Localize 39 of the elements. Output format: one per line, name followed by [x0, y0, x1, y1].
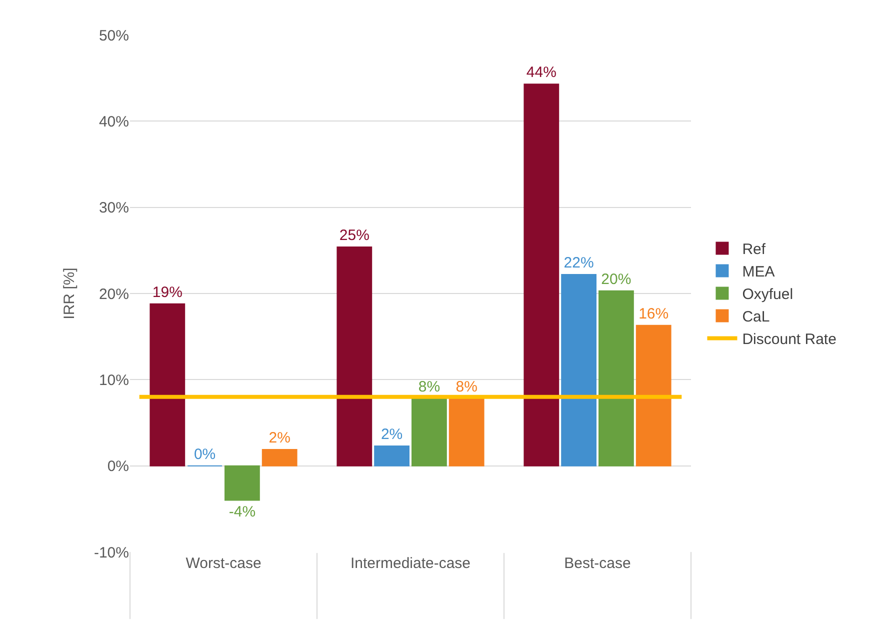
data-label: 0%: [194, 446, 216, 463]
bar: [150, 303, 186, 466]
bar: [448, 398, 484, 466]
data-label: 2%: [268, 429, 290, 446]
legend-label: MEA: [742, 264, 775, 281]
x-tick-label: Worst-case: [186, 555, 262, 572]
bar: [561, 274, 596, 466]
data-label: 16%: [638, 305, 669, 322]
data-label: -4%: [228, 503, 256, 520]
legend-label: Oxyfuel: [742, 286, 794, 304]
data-label: 8%: [456, 378, 478, 396]
data-label: 2%: [380, 426, 403, 444]
x-tick-label: Best-case: [564, 555, 631, 572]
y-axis-title: IRR [%]: [61, 268, 78, 320]
y-tick-label: 30%: [98, 200, 129, 217]
bar: [224, 465, 260, 501]
y-tick-label: 40%: [98, 113, 129, 130]
bar: [336, 246, 372, 466]
bar: [374, 446, 410, 466]
y-tick-label: 0%: [107, 458, 129, 476]
bar: [524, 84, 560, 466]
y-tick-label: 50%: [98, 27, 129, 44]
y-tick-label: 10%: [98, 372, 129, 389]
y-tick-label: -10%: [94, 544, 129, 562]
data-label: 20%: [601, 270, 632, 288]
bar: [636, 324, 672, 466]
bar: [262, 448, 298, 466]
legend-label: Ref: [742, 241, 766, 258]
data-label: 8%: [418, 378, 440, 396]
bar: [598, 290, 634, 466]
data-label: 19%: [152, 284, 182, 301]
data-label: 22%: [564, 254, 594, 272]
y-tick-label: 20%: [98, 286, 129, 303]
x-tick-label: Intermediate-case: [350, 555, 471, 572]
legend-label: Discount Rate: [742, 331, 836, 348]
legend-label: CaL: [742, 308, 770, 326]
data-label: 44%: [526, 64, 556, 82]
data-label: 25%: [339, 226, 370, 244]
bar: [412, 398, 447, 466]
